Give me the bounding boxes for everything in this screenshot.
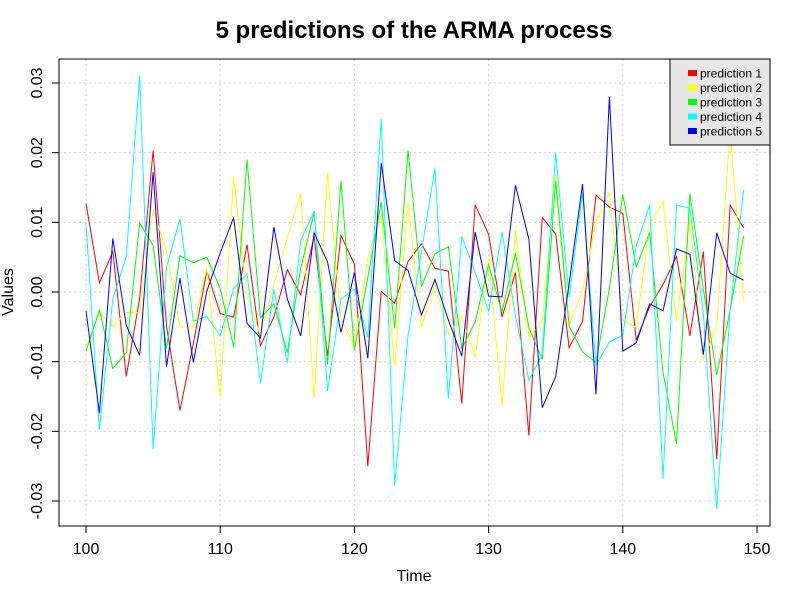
y-tick-label: 0.00 — [29, 276, 46, 307]
legend-swatch-prediction-5 — [688, 128, 697, 134]
y-tick-label: 0.03 — [29, 67, 46, 98]
legend-label-prediction-2: prediction 2 — [700, 81, 762, 95]
legend-label-prediction-4: prediction 4 — [700, 110, 762, 124]
x-tick-label: 100 — [73, 541, 100, 558]
series-lines — [85, 75, 745, 510]
legend-label-prediction-1: prediction 1 — [700, 67, 762, 81]
x-tick-label: 120 — [341, 541, 368, 558]
chart-title: 5 predictions of the ARMA process — [216, 17, 613, 44]
series-line-prediction-2 — [85, 129, 745, 406]
legend-swatch-prediction-4 — [688, 113, 697, 120]
y-tick-label: -0.01 — [29, 343, 46, 380]
legend-swatch-prediction-1 — [688, 70, 697, 76]
x-tick-label: 150 — [744, 541, 771, 558]
y-axis-label: Values — [0, 268, 17, 316]
y-tick-label: 0.01 — [29, 207, 46, 238]
x-axis: 100 110 120 130 140 150 — [73, 525, 771, 558]
legend-label-prediction-5: prediction 5 — [700, 125, 762, 139]
legend-label-prediction-3: prediction 3 — [700, 96, 762, 110]
y-tick-label: -0.02 — [29, 413, 46, 450]
x-tick-label: 140 — [609, 541, 636, 558]
x-tick-label: 130 — [475, 541, 502, 558]
x-axis-label: Time — [397, 568, 432, 585]
legend-box — [669, 58, 771, 146]
series-line-prediction-5 — [85, 96, 744, 414]
legend-swatch-prediction-3 — [688, 99, 697, 105]
y-tick-label: -0.03 — [29, 483, 46, 520]
y-axis: -0.03 -0.02 -0.01 0.00 0.01 0.02 0.03 — [29, 67, 60, 520]
y-tick-label: 0.02 — [29, 137, 46, 168]
legend-swatch-prediction-2 — [688, 84, 697, 91]
x-tick-label: 110 — [207, 541, 233, 558]
series-line-prediction-3 — [85, 150, 745, 444]
series-line-prediction-1 — [85, 150, 745, 467]
